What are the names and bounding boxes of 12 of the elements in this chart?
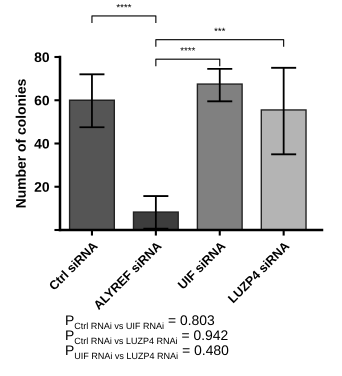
bar: [260, 109, 307, 230]
bar: [68, 100, 116, 230]
text: ***: [214, 28, 226, 32]
bar: [132, 211, 179, 230]
text: ****: [180, 47, 196, 51]
bar: [196, 83, 243, 230]
text: ****: [116, 4, 132, 8]
y-tick-label: 60: [34, 96, 50, 106]
y-tick-label: 20: [34, 182, 50, 192]
y-tick-label: 80: [34, 52, 50, 62]
y-axis-title: Number of colonies: [16, 79, 26, 208]
y-tick-label: 40: [34, 138, 50, 149]
